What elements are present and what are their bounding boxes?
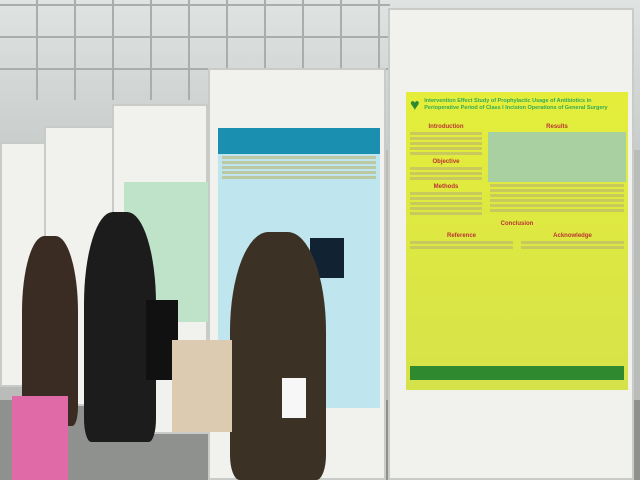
section-heading: Conclusion [500, 221, 534, 227]
poster-header [218, 128, 380, 154]
section-heading: Acknowledge [553, 233, 592, 239]
shopping-bag [12, 396, 68, 480]
section-heading: Reference [446, 233, 476, 239]
section-heading: Methods [433, 184, 459, 190]
poster-footer [410, 366, 624, 380]
poster-title: Intervention Effect Study of Prophylacti… [424, 98, 608, 111]
section-heading: Introduction [428, 124, 464, 130]
section-heading: Objective [432, 159, 460, 165]
visitor [84, 212, 156, 442]
heart-logo-icon: ♥ [410, 97, 420, 114]
visitor [22, 236, 78, 426]
papers [282, 378, 306, 418]
results-charts [488, 132, 626, 182]
display-panel: ♥ Intervention Effect Study of Prophylac… [388, 8, 634, 480]
section-heading: Results [546, 124, 568, 130]
tote-bag [172, 340, 232, 432]
visitor [230, 232, 326, 480]
poster-main: ♥ Intervention Effect Study of Prophylac… [406, 92, 628, 390]
